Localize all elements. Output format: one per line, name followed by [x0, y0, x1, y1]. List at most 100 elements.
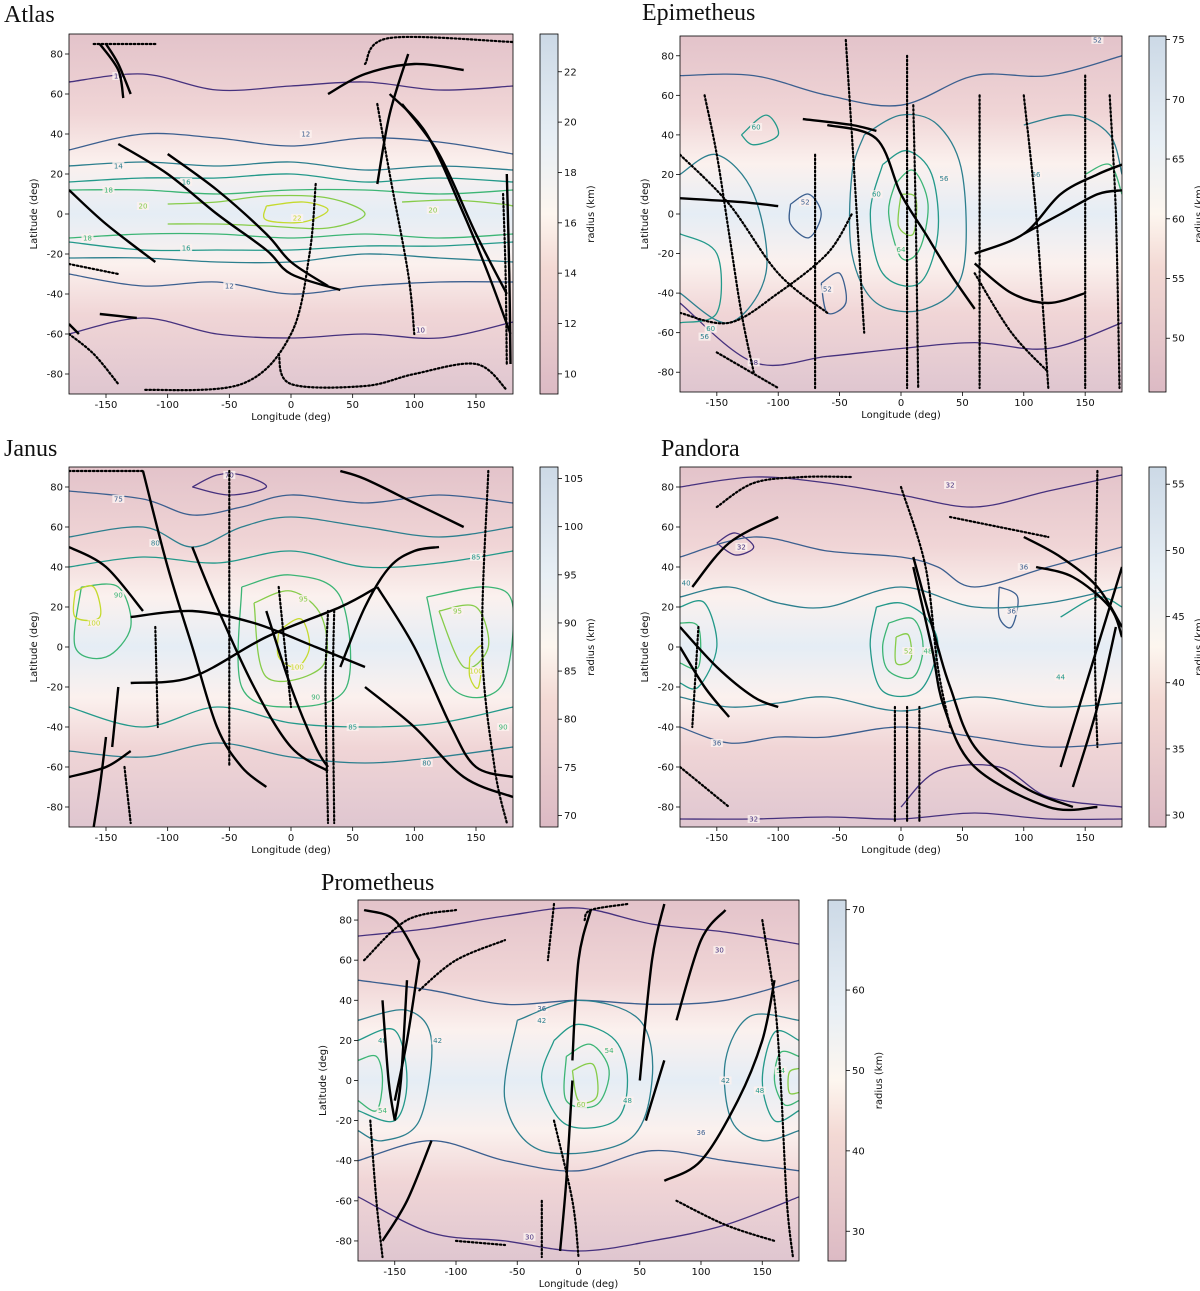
contour-line	[69, 706, 513, 728]
x-tick-label: 150	[466, 833, 485, 844]
track-line	[141, 470, 268, 788]
colorbar-tick-label: 22	[564, 67, 577, 78]
track-line	[393, 980, 409, 1121]
contour-line	[723, 1013, 799, 1142]
contour-line	[69, 550, 513, 569]
track-line	[191, 546, 329, 773]
contour-label: 30	[715, 947, 724, 955]
contour-line	[1023, 114, 1122, 175]
colorbar-tick-label: 75	[564, 763, 577, 774]
colorbar-tick-label: 70	[1172, 95, 1185, 106]
contour-label: 32	[737, 544, 746, 552]
contour-line	[881, 617, 924, 680]
contour-label: 42	[721, 1077, 730, 1085]
contour-line	[192, 472, 267, 496]
contour-line	[468, 645, 484, 689]
y-tick-label: 80	[339, 916, 352, 927]
track-line	[1108, 94, 1121, 390]
contour-label: 95	[299, 596, 308, 604]
y-tick-label: 0	[668, 643, 674, 654]
contour-line	[438, 604, 490, 669]
colorbar-label: radius (km)	[1194, 618, 1200, 676]
contour-label: 36	[1007, 608, 1016, 616]
contour-line	[773, 1050, 799, 1107]
track-line	[69, 749, 132, 779]
track-line	[1071, 626, 1118, 788]
track-line	[69, 262, 120, 276]
contour-line	[680, 621, 702, 670]
contour-label: 64	[897, 246, 906, 254]
y-tick-label: 0	[57, 643, 63, 654]
track-line	[680, 626, 779, 709]
track-line	[680, 197, 779, 208]
colorbar-tick-label: 55	[1172, 480, 1185, 491]
contour-line	[894, 633, 913, 666]
contour-line	[503, 999, 654, 1155]
track-line	[680, 153, 829, 314]
radius-colormap	[680, 467, 1122, 827]
colorbar-tick-label: 18	[564, 168, 577, 179]
contour-line	[680, 726, 1122, 748]
track-line	[680, 646, 731, 718]
contour-line	[740, 114, 780, 146]
y-tick-label: -40	[658, 723, 674, 734]
x-tick-label: 50	[346, 400, 359, 411]
y-tick-label: 60	[50, 90, 63, 101]
track-line	[675, 1199, 776, 1242]
track-line	[99, 312, 137, 320]
contour-label: 56	[700, 333, 709, 341]
y-tick-label: -40	[658, 289, 674, 300]
y-tick-label: 20	[50, 603, 63, 614]
y-tick-label: -80	[658, 368, 674, 379]
track-line	[376, 53, 410, 185]
contour-line	[869, 602, 939, 698]
panel-pandora: Pandora 32 32 32 36 36 36 40 44 48 52 -150 -100 -50 0 5…	[640, 436, 1200, 856]
y-tick-label: -20	[47, 683, 63, 694]
contour-label: 14	[114, 163, 123, 171]
contour-line	[69, 490, 513, 516]
colorbar-tick-label: 75	[1172, 35, 1185, 46]
track-line	[393, 960, 421, 1101]
contour-label: 56	[940, 175, 949, 183]
contour-label: 44	[1056, 674, 1065, 682]
x-tick-label: -100	[445, 1267, 468, 1278]
x-axis-label: Longitude (deg)	[251, 845, 331, 856]
track-line	[69, 323, 80, 335]
y-tick-label: 40	[50, 130, 63, 141]
track-line	[761, 919, 794, 1259]
contour-line	[869, 150, 940, 287]
track-line	[376, 102, 416, 336]
track-line	[363, 908, 458, 962]
x-tick-label: 100	[1014, 833, 1033, 844]
y-tick-label: 40	[661, 563, 674, 574]
contour-label: 100	[290, 664, 303, 672]
contour-label: 48	[378, 1037, 387, 1045]
x-tick-label: 0	[898, 833, 904, 844]
contour-label: 90	[311, 694, 320, 702]
contour-label: 52	[904, 648, 913, 656]
y-tick-label: 20	[661, 170, 674, 181]
contour-label: 18	[104, 187, 113, 195]
contour-label: 90	[499, 724, 508, 732]
y-tick-label: 60	[339, 956, 352, 967]
y-tick-label: -80	[47, 803, 63, 814]
y-tick-label: -60	[336, 1196, 352, 1207]
x-tick-label: 0	[898, 398, 904, 409]
colorbar: 70 75 80 85 90 95 100 105 radius (km)	[539, 466, 597, 828]
colorbar-tick-label: 35	[1172, 744, 1185, 755]
contour-label: 85	[472, 554, 481, 562]
track-line	[973, 272, 1050, 374]
colorbar: 10 12 14 16 18 20 22 radius (km)	[539, 33, 597, 395]
contour-label: 52	[1093, 36, 1102, 44]
track-line	[98, 43, 125, 99]
contour-label: 100	[87, 620, 100, 628]
track-line	[104, 43, 132, 95]
track-line	[324, 609, 330, 825]
panel-atlas: Atlas 10 10 12 12 14 16 16 18 18 20 20 22 -150 -100 -50…	[4, 2, 597, 423]
contour-line	[69, 73, 513, 92]
contour-line	[900, 763, 1122, 808]
panel-title: Epimetheus	[642, 0, 755, 26]
x-tick-label: 100	[691, 1267, 710, 1278]
x-tick-label: -150	[95, 833, 118, 844]
